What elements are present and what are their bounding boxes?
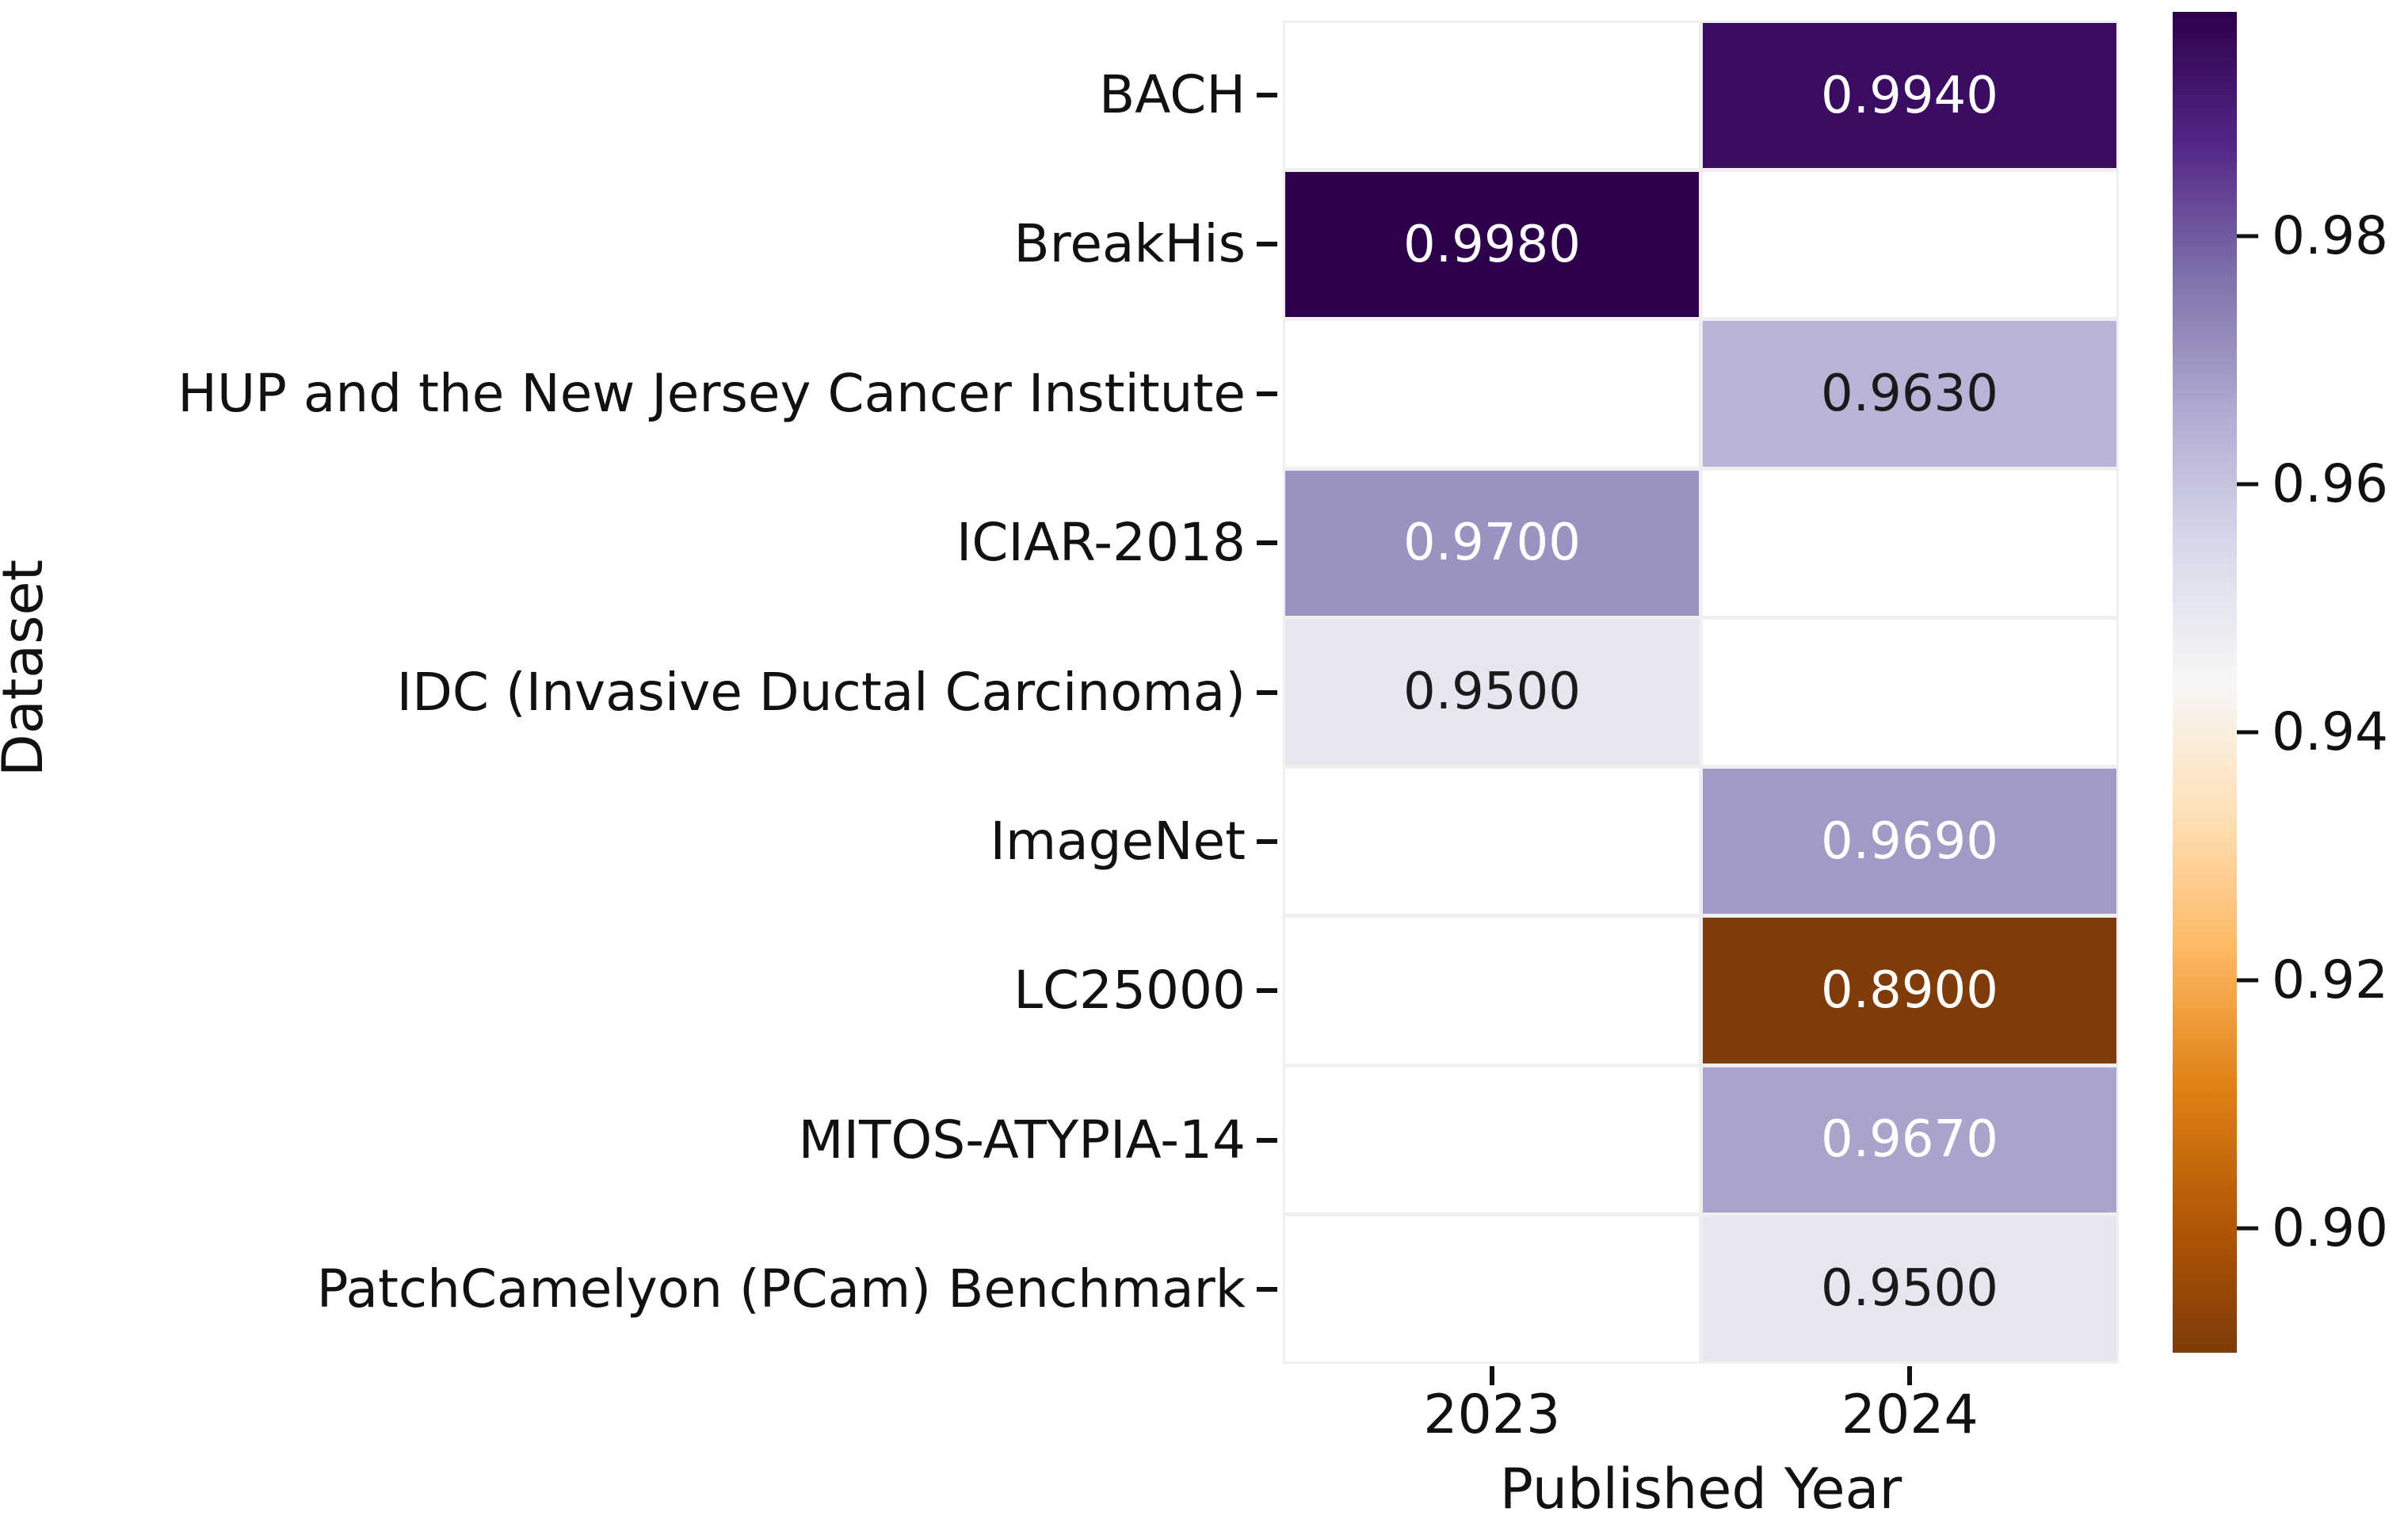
y-tick-mark <box>1257 93 1277 98</box>
colorbar-tick-label: 0.98 <box>2272 204 2388 266</box>
y-tick-mark <box>1257 391 1277 396</box>
y-tick-label: BreakHis <box>1013 213 1246 275</box>
colorbar-ticks: 0.98 0.96 0.94 0.92 0.90 <box>2237 12 2408 1353</box>
heatmap-cell <box>1285 769 1699 915</box>
colorbar-gradient <box>2173 12 2237 1353</box>
y-tick-label: LC25000 <box>1013 960 1246 1021</box>
heatmap-cell: 0.9500 <box>1703 1216 2116 1361</box>
colorbar-tick-mark <box>2237 978 2258 983</box>
y-axis-tick-marks <box>1257 21 1277 1364</box>
heatmap-plot-area: 0.9940 0.9980 0.9630 0.9700 0.9500 0.9690 0.89… <box>1283 21 2119 1364</box>
colorbar-tick-mark <box>2237 482 2258 487</box>
colorbar-tick-label: 0.96 <box>2272 452 2388 514</box>
x-tick-label: 2023 <box>1423 1384 1561 1446</box>
colorbar-tick-mark <box>2237 730 2258 735</box>
heatmap-cell: 0.9630 <box>1703 321 2116 467</box>
heatmap-cell: 0.8900 <box>1703 918 2116 1063</box>
y-tick-label: BACH <box>1099 64 1246 126</box>
y-tick-mark <box>1257 242 1277 247</box>
colorbar-tick-mark <box>2237 234 2258 239</box>
x-axis-tick-labels: 2023 2024 <box>1283 1388 2119 1452</box>
x-axis-title: Published Year <box>1499 1457 1902 1522</box>
y-tick-label: ImageNet <box>990 810 1246 872</box>
x-tick-mark <box>1907 1366 1913 1385</box>
colorbar-tick-mark <box>2237 1226 2258 1231</box>
colorbar-tick-label: 0.90 <box>2272 1197 2388 1258</box>
y-tick-label: IDC (Invasive Ductal Carcinoma) <box>396 661 1246 723</box>
colorbar-tick-label: 0.94 <box>2272 701 2388 762</box>
heatmap-cell: 0.9700 <box>1285 470 1699 616</box>
y-tick-mark <box>1257 540 1277 546</box>
y-tick-mark <box>1257 988 1277 994</box>
y-tick-mark <box>1257 1137 1277 1143</box>
heatmap-cell <box>1703 172 2116 318</box>
x-axis-tick-marks <box>1283 1366 2119 1385</box>
y-tick-mark <box>1257 689 1277 695</box>
heatmap-cell <box>1285 321 1699 467</box>
colorbar-tick-label: 0.92 <box>2272 949 2388 1010</box>
heatmap-cell: 0.9670 <box>1703 1067 2116 1212</box>
heatmap-cell: 0.9940 <box>1703 23 2116 169</box>
heatmap-cell <box>1285 23 1699 169</box>
heatmap-cell: 0.9980 <box>1285 172 1699 318</box>
y-axis-tick-labels: BACH BreakHis HUP and the New Jersey Cance… <box>0 21 1246 1364</box>
y-tick-label: MITOS-ATYPIA-14 <box>798 1109 1246 1170</box>
heatmap-cell <box>1703 470 2116 616</box>
heatmap-cell <box>1285 918 1699 1063</box>
y-tick-label: PatchCamelyon (PCam) Benchmark <box>316 1258 1246 1319</box>
x-tick-label: 2024 <box>1841 1384 1979 1446</box>
x-tick-mark <box>1489 1366 1494 1385</box>
heatmap-cell: 0.9500 <box>1285 619 1699 766</box>
y-tick-mark <box>1257 838 1277 844</box>
heatmap-cell <box>1285 1216 1699 1361</box>
y-tick-label: ICIAR-2018 <box>956 512 1246 574</box>
heatmap-cell <box>1703 619 2116 766</box>
y-tick-label: HUP and the New Jersey Cancer Institute <box>177 362 1246 424</box>
y-tick-mark <box>1257 1286 1277 1292</box>
heatmap-cell: 0.9690 <box>1703 769 2116 915</box>
heatmap-cell <box>1285 1067 1699 1212</box>
